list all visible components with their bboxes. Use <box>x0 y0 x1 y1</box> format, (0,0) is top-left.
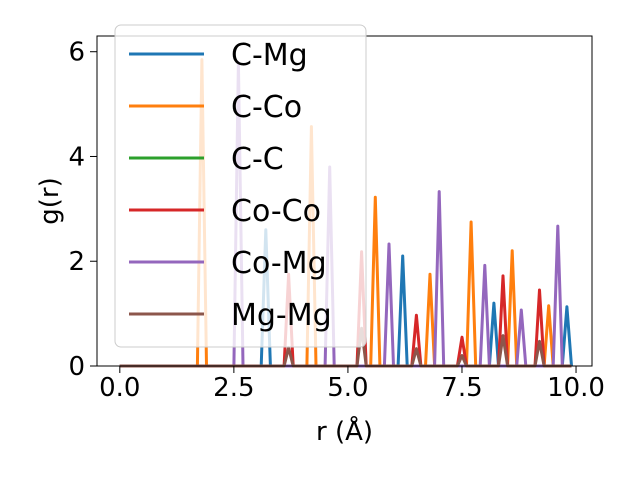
x-tick-label: 2.5 <box>213 373 254 403</box>
y-tick-label: 0 <box>68 352 85 382</box>
legend-label: C-Mg <box>231 38 308 73</box>
x-tick-label: 10.0 <box>547 373 605 403</box>
y-tick-label: 2 <box>68 247 85 277</box>
y-axis: 0 2 4 6 <box>68 38 97 382</box>
legend-label: Co-Co <box>231 194 321 229</box>
legend-label: Mg-Mg <box>231 298 332 333</box>
y-axis-label: g(r) <box>35 177 65 224</box>
x-tick-label: 7.5 <box>441 373 482 403</box>
x-axis-label: r (Å) <box>316 415 373 447</box>
legend-label: C-Co <box>231 90 302 125</box>
legend-label: Co-Mg <box>231 246 327 281</box>
y-tick-label: 6 <box>68 38 85 68</box>
legend: C-Mg C-Co C-C Co-Co Co-Mg Mg-Mg <box>114 24 367 348</box>
y-tick-label: 4 <box>68 142 85 172</box>
legend-label: C-C <box>231 142 284 177</box>
x-axis: 0.0 2.5 5.0 7.5 10.0 <box>99 366 605 403</box>
x-tick-label: 5.0 <box>327 373 368 403</box>
x-tick-label: 0.0 <box>99 373 140 403</box>
